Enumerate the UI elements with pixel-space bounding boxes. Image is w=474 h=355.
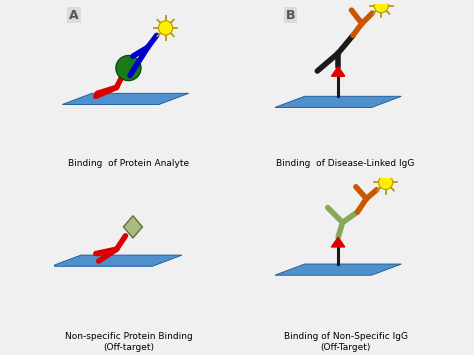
Polygon shape <box>275 96 401 108</box>
Polygon shape <box>51 255 182 266</box>
Circle shape <box>158 21 173 35</box>
Text: Binding  of Disease-Linked IgG: Binding of Disease-Linked IgG <box>276 159 415 168</box>
Text: A: A <box>69 9 79 22</box>
Circle shape <box>379 175 393 190</box>
Text: Binding of Non-Specific IgG
(Off-Target): Binding of Non-Specific IgG (Off-Target) <box>283 332 408 352</box>
Polygon shape <box>62 93 189 104</box>
Polygon shape <box>123 216 142 238</box>
Polygon shape <box>331 237 345 247</box>
Text: B: B <box>286 9 296 22</box>
Circle shape <box>116 55 141 81</box>
Text: Non-specific Protein Binding
(Off-target): Non-specific Protein Binding (Off-target… <box>64 332 192 352</box>
Polygon shape <box>331 67 345 76</box>
Polygon shape <box>275 264 401 275</box>
Text: Binding  of Protein Analyte: Binding of Protein Analyte <box>68 159 189 168</box>
Circle shape <box>374 0 388 13</box>
